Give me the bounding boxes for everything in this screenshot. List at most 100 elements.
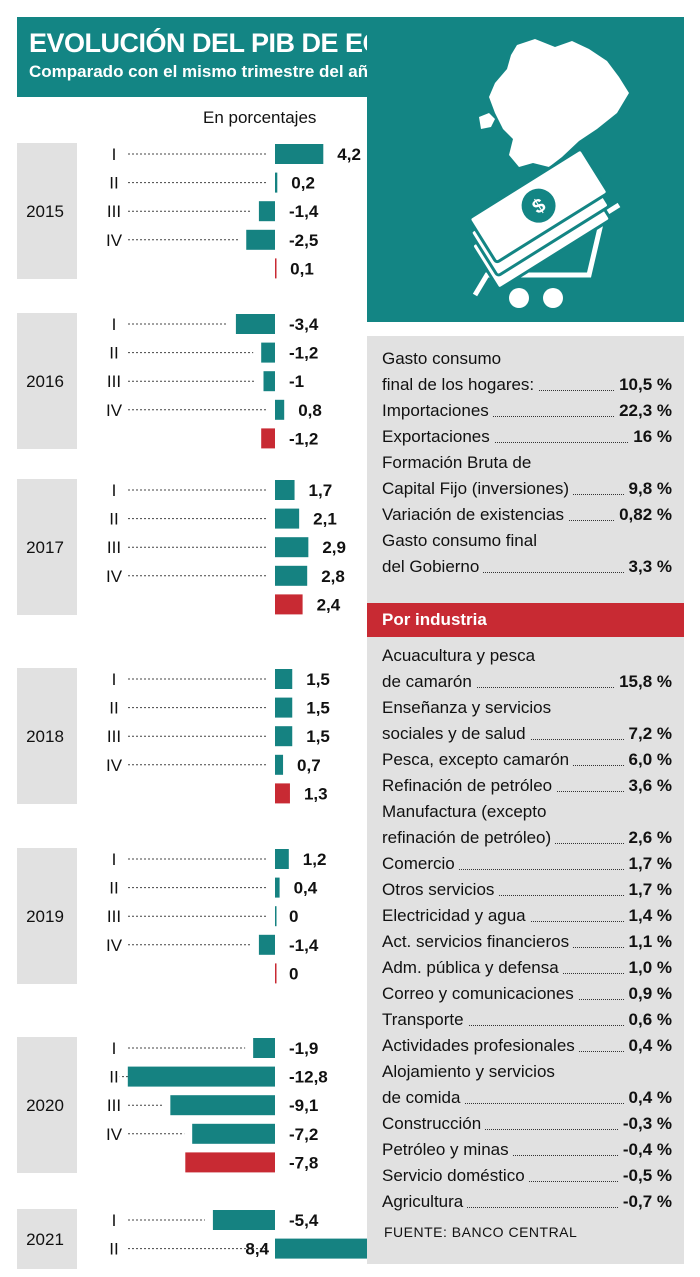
components-item: Exportaciones 16 % <box>382 424 672 450</box>
components-value: 16 % <box>629 424 672 449</box>
bar-2020-q1 <box>253 1038 275 1058</box>
quarter-label-2015-q3: III <box>107 202 121 221</box>
bar-2018-q3 <box>275 726 293 747</box>
industries-line: de camarón 15,8 % <box>382 669 672 695</box>
dot-leader <box>382 1207 672 1208</box>
industries-value: 0,4 % <box>624 1033 672 1058</box>
components-line: Importaciones 22,3 % <box>382 398 672 424</box>
dot-leader <box>382 1129 672 1130</box>
industries-line: Petróleo y minas -0,4 % <box>382 1137 672 1163</box>
industries-value: 1,0 % <box>624 955 672 980</box>
bar-2015-annual <box>275 258 277 279</box>
quarter-label-2016-q4: IV <box>106 401 123 420</box>
dot-leader <box>382 1155 672 1156</box>
bar-2015-q3 <box>258 201 275 222</box>
value-label-2017-q3: 2,9 <box>322 538 346 557</box>
bar-2016-q1 <box>235 314 275 334</box>
quarter-label-2019-q3: III <box>107 907 121 926</box>
components-line: del Gobierno 3,3 % <box>382 554 672 580</box>
industries-label: Act. servicios financieros <box>382 929 574 954</box>
industries-value: 7,2 % <box>624 721 672 746</box>
industries-item: Correo y comunicaciones 0,9 % <box>382 981 672 1007</box>
components-label: Formación Bruta de <box>382 450 536 475</box>
industries-value: 1,7 % <box>624 851 672 876</box>
bar-2020-annual <box>185 1152 275 1173</box>
value-label-2016-q2: -1,2 <box>289 344 318 363</box>
value-label-2020-q1: -1,9 <box>289 1039 318 1058</box>
components-panel: Gasto consumo final de los hogares: 10,5 %… <box>367 336 684 1264</box>
bar-2016-q3 <box>263 371 275 392</box>
industries-item: Alojamiento y servicios de comida 0,4 % <box>382 1059 672 1111</box>
components-item: Gasto consumo final del Gobierno 3,3 % <box>382 528 672 580</box>
industries-item: Otros servicios 1,7 % <box>382 877 672 903</box>
year-label-2015: 2015 <box>26 202 64 221</box>
bar-2020-q4 <box>192 1123 275 1144</box>
value-label-2019-q1: 1,2 <box>303 850 327 869</box>
quarter-label-2019-q1: I <box>112 850 117 869</box>
industries-label: Refinación de petróleo <box>382 773 557 798</box>
bar-2016-q4 <box>275 399 285 420</box>
components-item: Importaciones 22,3 % <box>382 398 672 424</box>
components-line: Formación Bruta de <box>382 450 672 476</box>
value-label-2015-annual: 0,1 <box>290 259 314 278</box>
industry-header: Por industria <box>367 603 684 637</box>
industries-line: Electricidad y agua 1,4 % <box>382 903 672 929</box>
industries-item: Pesca, excepto camarón 6,0 % <box>382 747 672 773</box>
value-label-2016-q3: -1 <box>289 372 304 391</box>
value-label-2021-q1: -5,4 <box>289 1211 319 1230</box>
year-label-2020: 2020 <box>26 1096 64 1115</box>
industries-label: de comida <box>382 1085 465 1110</box>
value-label-2015-q3: -1,4 <box>289 202 319 221</box>
industries-value: 0,6 % <box>624 1007 672 1032</box>
ecuador-cart-icon: $ <box>468 39 629 308</box>
quarter-label-2020-q3: III <box>107 1096 121 1115</box>
bar-2018-q4 <box>275 754 284 775</box>
quarter-label-2016-q3: III <box>107 372 121 391</box>
industries-value: 3,6 % <box>624 773 672 798</box>
bar-2017-q2 <box>275 508 300 529</box>
industries-line: Acuacultura y pesca <box>382 643 672 669</box>
quarter-label-2016-q2: II <box>109 344 118 363</box>
bar-2018-q2 <box>275 697 293 718</box>
industries-line: Correo y comunicaciones 0,9 % <box>382 981 672 1007</box>
quarter-label-2021-q1: I <box>112 1211 117 1230</box>
industries-line: Otros servicios 1,7 % <box>382 877 672 903</box>
value-label-2016-q4: 0,8 <box>298 401 322 420</box>
year-band-2018 <box>17 668 77 804</box>
value-label-2015-q4: -2,5 <box>289 231 318 250</box>
industries-label: Petróleo y minas <box>382 1137 513 1162</box>
industries-line: Servicio doméstico -0,5 % <box>382 1163 672 1189</box>
value-label-2020-q3: -9,1 <box>289 1096 318 1115</box>
components-item: Gasto consumo final de los hogares: 10,5 % <box>382 346 672 398</box>
industries-item: Adm. pública y defensa 1,0 % <box>382 955 672 981</box>
industries-value: 15,8 % <box>615 669 672 694</box>
value-label-2020-q2: -12,8 <box>289 1068 328 1087</box>
industries-line: sociales y de salud 7,2 % <box>382 721 672 747</box>
industries-item: Transporte 0,6 % <box>382 1007 672 1033</box>
industries-line: Actividades profesionales 0,4 % <box>382 1033 672 1059</box>
value-label-2015-q1: 4,2 <box>337 145 361 164</box>
quarter-label-2017-q4: IV <box>106 567 123 586</box>
industries-label: Correo y comunicaciones <box>382 981 578 1006</box>
industries-item: Petróleo y minas -0,4 % <box>382 1137 672 1163</box>
industries-label: Adm. pública y defensa <box>382 955 563 980</box>
industries-label: Comercio <box>382 851 459 876</box>
industries-label: Actividades profesionales <box>382 1033 579 1058</box>
quarter-label-2019-q2: II <box>109 879 118 898</box>
page-subtitle: Comparado con el mismo trimestre del año… <box>29 62 435 81</box>
bar-2019-q1 <box>275 849 289 869</box>
bar-2015-q4 <box>246 229 275 250</box>
industries-label: Servicio doméstico <box>382 1163 529 1188</box>
value-label-2016-annual: -1,2 <box>289 429 318 448</box>
bar-2017-q3 <box>275 537 309 558</box>
quarter-label-2021-q2: II <box>109 1240 118 1259</box>
industries-value: -0,3 % <box>618 1111 672 1136</box>
industries-label: Alojamiento y servicios <box>382 1059 559 1084</box>
bar-2019-q3 <box>275 906 277 927</box>
bar-2015-q2 <box>275 172 278 193</box>
quarter-label-2020-q1: I <box>112 1039 117 1058</box>
quarter-label-2018-q1: I <box>112 670 117 689</box>
components-label: Variación de existencias <box>382 502 569 527</box>
industries-label: Pesca, excepto camarón <box>382 747 574 772</box>
